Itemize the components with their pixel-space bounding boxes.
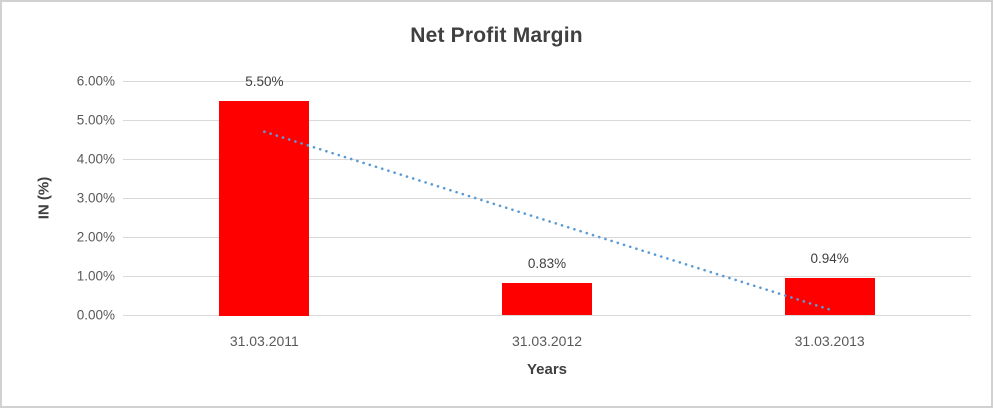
bar-31.03.2012 <box>502 283 592 315</box>
y-tick-label: 1.00% <box>76 268 115 284</box>
bar-data-label: 0.94% <box>810 251 849 266</box>
gridline <box>123 315 971 316</box>
bar-31.03.2013 <box>785 278 875 315</box>
y-tick-label: 4.00% <box>76 151 115 167</box>
chart-title: Net Profit Margin <box>410 24 583 47</box>
x-category-label: 31.03.2011 <box>229 333 299 349</box>
bar-31.03.2011 <box>219 101 309 316</box>
gridline <box>123 120 971 121</box>
y-axis-title: IN (%) <box>35 176 53 220</box>
y-tick-label: 6.00% <box>76 73 115 89</box>
bar-data-label: 5.50% <box>245 74 284 89</box>
x-category-label: 31.03.2012 <box>511 333 583 349</box>
x-category-label: 31.03.2013 <box>794 333 865 349</box>
y-tick-label: 2.00% <box>76 229 115 245</box>
y-tick-label: 3.00% <box>76 190 115 206</box>
gridline <box>123 81 971 82</box>
y-tick-label: 5.00% <box>76 112 115 128</box>
x-axis-title: Years <box>526 361 568 378</box>
y-tick-label: 0.00% <box>76 307 115 323</box>
bar-data-label: 0.83% <box>527 256 567 271</box>
